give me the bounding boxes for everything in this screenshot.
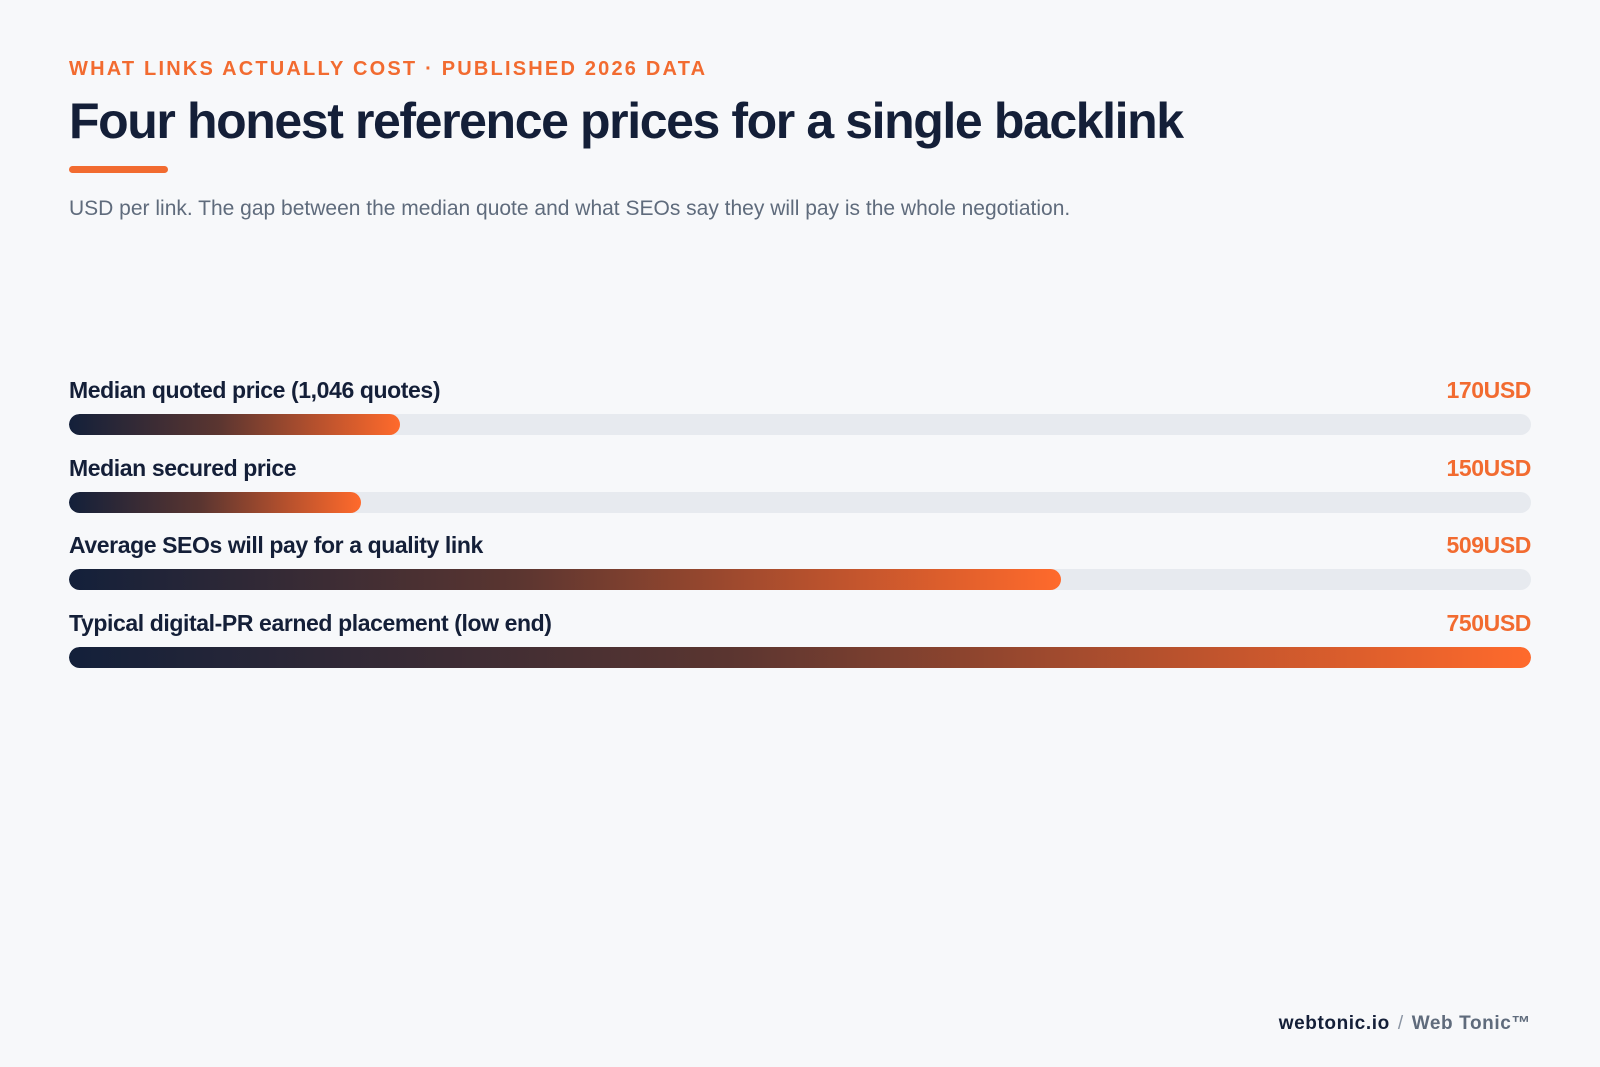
page-title: Four honest reference prices for a singl…: [69, 93, 1184, 149]
bar-track: [69, 646, 1531, 668]
footer-brand: Web Tonic™: [1411, 1013, 1531, 1034]
bar-label: Typical digital-PR earned placement (low…: [69, 609, 552, 636]
bar-value-label: 750USD: [1446, 609, 1531, 636]
horizontal-bar-chart: Median quoted price (1,046 quotes) 170USD…: [69, 370, 1531, 680]
bar-label: Median secured price: [69, 454, 297, 481]
bar-row: Median quoted price (1,046 quotes) 170USD: [69, 370, 1531, 448]
footer-site: webtonic.io: [1278, 1013, 1390, 1034]
bar-track: [69, 491, 1531, 513]
bar-row: Median secured price 150USD: [69, 448, 1531, 526]
footer-separator: /: [1397, 1013, 1404, 1034]
bar-label: Average SEOs will pay for a quality link: [69, 532, 483, 558]
eyebrow-label: WHAT LINKS ACTUALLY COST · PUBLISHED 202…: [69, 58, 708, 80]
bar-row: Average SEOs will pay for a quality link…: [69, 525, 1531, 603]
bar-fill: [69, 491, 362, 513]
bar-fill: [69, 569, 1062, 590]
bar-value-label: 150USD: [1446, 454, 1531, 481]
page-subtitle: USD per link. The gap between the median…: [69, 197, 1071, 220]
bar-label: Median quoted price (1,046 quotes): [69, 377, 441, 403]
bar-fill: [69, 646, 1531, 668]
footer-credit: webtonic.io / Web Tonic™: [1279, 1013, 1531, 1035]
bar-fill: [69, 414, 401, 435]
bar-value-label: 509USD: [1446, 532, 1531, 558]
bar-value-label: 170USD: [1446, 377, 1531, 403]
title-accent-rule: [69, 166, 168, 173]
bar-row: Typical digital-PR earned placement (low…: [69, 603, 1531, 681]
infographic-page: WHAT LINKS ACTUALLY COST · PUBLISHED 202…: [69, 0, 1531, 1067]
bar-track: [69, 414, 1531, 435]
bar-track: [69, 569, 1531, 590]
